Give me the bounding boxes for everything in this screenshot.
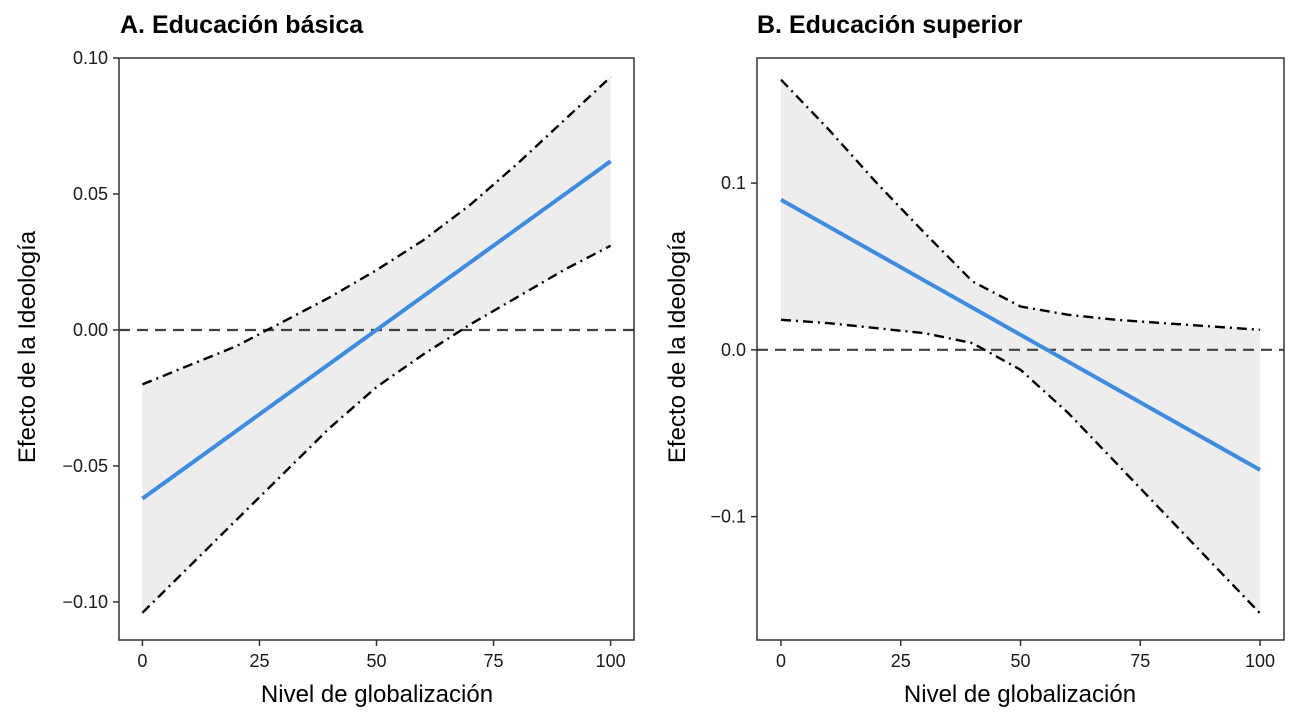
panel-a-title: A. Educación básica	[120, 11, 364, 39]
panel-b-y-axis-label: Efecto de la Ideología	[664, 230, 691, 463]
panel-b-estimate-line	[780, 197, 1261, 472]
panel-a-x-tick-label: 0	[137, 651, 147, 671]
panel-a-x-tick-label: 50	[366, 651, 386, 671]
panel-a-y-tick-label: 0.10	[73, 48, 108, 68]
panel-a-y-tick-label: −0.05	[62, 456, 108, 476]
panel-b-x-tick-label: 0	[776, 651, 786, 671]
panel-a-confidence-band	[142, 77, 611, 613]
panel-b-lower-bound-line	[780, 318, 1261, 615]
panel-b-upper-bound-line	[780, 78, 1261, 331]
panel-a-x-tick-label: 75	[484, 651, 504, 671]
panel-b-x-tick-label: 25	[891, 651, 911, 671]
panel-a-y-tick-label: 0.00	[73, 320, 108, 340]
panel-b: B. Educación superior 0 25 50 75 100 −0.1 0.0 0…	[664, 11, 1285, 708]
panel-a-y-tick-label: −0.10	[62, 592, 108, 612]
panel-a-y-tick-label: 0.05	[73, 184, 108, 204]
panel-a-lower-bound-line	[141, 244, 612, 614]
panel-a-y-axis-label: Efecto de la Ideología	[14, 230, 41, 463]
panel-a-x-tick-label: 100	[596, 651, 626, 671]
panel-b-x-axis-label: Nivel de globalización	[904, 681, 1136, 708]
panel-a-x-tick-label: 25	[249, 651, 269, 671]
panel-a-x-axis-label: Nivel de globalización	[261, 681, 493, 708]
panel-b-y-tick-label: 0.0	[721, 340, 746, 360]
panel-b-x-tick-label: 50	[1010, 651, 1030, 671]
panel-b-x-tick-label: 100	[1245, 651, 1275, 671]
panel-b-y-tick-label: 0.1	[721, 173, 746, 193]
panel-b-x-tick-label: 75	[1130, 651, 1150, 671]
panel-b-title: B. Educación superior	[757, 11, 1023, 39]
panel-a-estimate-line	[141, 159, 612, 501]
panel-b-y-tick-label: −0.1	[710, 507, 746, 527]
panel-a: A. Educación básica 0 25 50 75 100 −0.10 −0.05…	[14, 11, 635, 708]
panel-b-confidence-band	[781, 79, 1260, 614]
